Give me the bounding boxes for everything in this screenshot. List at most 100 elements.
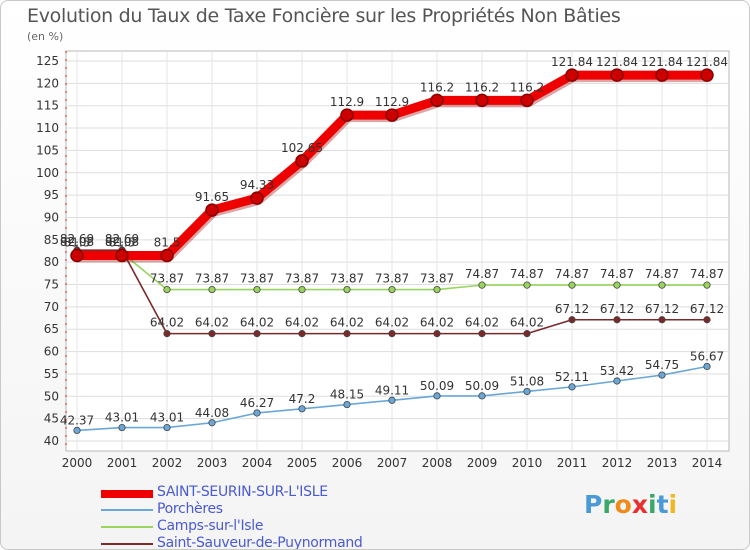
data-point bbox=[340, 108, 354, 122]
y-tick-label: 90 bbox=[44, 210, 59, 224]
chart-subtitle: (en %) bbox=[27, 30, 64, 43]
data-label: 116.2 bbox=[465, 80, 499, 94]
data-point bbox=[208, 330, 216, 338]
data-label: 73.87 bbox=[150, 272, 184, 286]
data-label: 67.12 bbox=[645, 302, 679, 316]
data-label: 74.87 bbox=[510, 267, 544, 281]
data-label: 51.08 bbox=[510, 374, 544, 388]
y-tick-label: 125 bbox=[36, 54, 59, 68]
data-point bbox=[478, 392, 486, 400]
x-tick-label: 2004 bbox=[242, 456, 273, 470]
data-point bbox=[115, 248, 129, 263]
data-label: 44.08 bbox=[195, 406, 229, 420]
logo-letter: x bbox=[631, 490, 648, 519]
legend-swatch-porcheres bbox=[101, 509, 153, 511]
data-point bbox=[703, 316, 711, 324]
logo-letter: P bbox=[584, 490, 603, 519]
data-label: 47.2 bbox=[289, 392, 316, 406]
data-point bbox=[520, 93, 534, 108]
data-point bbox=[205, 203, 219, 217]
data-point bbox=[658, 316, 666, 324]
data-point bbox=[295, 154, 309, 168]
data-point bbox=[208, 419, 216, 427]
data-label: 116.2 bbox=[510, 80, 544, 94]
data-point bbox=[523, 281, 531, 289]
y-tick-label: 40 bbox=[44, 434, 59, 448]
data-point bbox=[250, 191, 264, 205]
data-point bbox=[388, 396, 396, 404]
data-point bbox=[433, 392, 441, 400]
x-tick-label: 2001 bbox=[107, 456, 138, 470]
data-point bbox=[163, 423, 171, 432]
data-label: 54.75 bbox=[645, 358, 679, 372]
y-tick-label: 100 bbox=[36, 166, 59, 180]
data-point bbox=[433, 330, 441, 338]
data-point bbox=[478, 330, 486, 338]
data-point bbox=[658, 281, 666, 289]
data-label: 82.08 bbox=[105, 235, 139, 249]
legend-swatch-saint-seurin bbox=[101, 490, 153, 498]
data-label: 50.09 bbox=[465, 379, 499, 393]
data-point bbox=[253, 330, 261, 338]
x-tick-label: 2012 bbox=[602, 456, 633, 470]
data-label: 64.02 bbox=[240, 316, 274, 330]
data-point bbox=[298, 405, 306, 413]
data-label: 116.2 bbox=[420, 80, 454, 94]
x-tick-label: 2010 bbox=[512, 456, 543, 470]
data-label: 121.84 bbox=[686, 55, 728, 69]
data-point bbox=[565, 68, 579, 82]
legend-label-saint-sauveur: Saint-Sauveur-de-Puynormand bbox=[157, 535, 363, 550]
data-point bbox=[700, 68, 714, 82]
data-point bbox=[253, 409, 261, 417]
data-point bbox=[70, 248, 84, 263]
y-tick-label: 80 bbox=[44, 255, 59, 269]
y-tick-label: 75 bbox=[44, 278, 59, 292]
x-tick-label: 2005 bbox=[287, 456, 318, 470]
data-point bbox=[163, 285, 171, 294]
x-tick-label: 2003 bbox=[197, 456, 228, 470]
legend-swatch-camps bbox=[101, 526, 153, 528]
data-point bbox=[523, 387, 531, 396]
data-point bbox=[478, 281, 486, 289]
data-label: 73.87 bbox=[420, 272, 454, 286]
data-label: 42.37 bbox=[60, 413, 94, 427]
data-point bbox=[388, 330, 396, 338]
data-point bbox=[568, 281, 576, 289]
data-point bbox=[343, 330, 351, 338]
data-label: 43.01 bbox=[150, 411, 184, 425]
logo-letter: o bbox=[614, 490, 632, 519]
data-point bbox=[613, 377, 621, 385]
data-label: 74.87 bbox=[465, 267, 499, 281]
data-label: 74.87 bbox=[600, 267, 634, 281]
x-tick-label: 2011 bbox=[557, 456, 588, 470]
data-point bbox=[385, 108, 399, 122]
data-label: 121.84 bbox=[596, 55, 638, 69]
data-point bbox=[703, 362, 711, 371]
data-label: 46.27 bbox=[240, 396, 274, 410]
y-tick-label: 120 bbox=[36, 76, 59, 90]
data-label: 64.02 bbox=[150, 316, 184, 330]
data-label: 81.5 bbox=[154, 235, 181, 249]
data-label: 112.9 bbox=[375, 95, 409, 109]
y-tick-label: 60 bbox=[44, 345, 59, 359]
logo-letter: i bbox=[668, 490, 678, 519]
data-label: 64.02 bbox=[285, 316, 319, 330]
logo-letter: t bbox=[656, 490, 669, 519]
data-label: 73.87 bbox=[285, 272, 319, 286]
data-label: 81.5 bbox=[109, 235, 136, 249]
data-point bbox=[253, 285, 261, 294]
data-label: 73.87 bbox=[195, 272, 229, 286]
data-label: 74.87 bbox=[555, 267, 589, 281]
data-label: 82.69 bbox=[105, 232, 139, 246]
x-tick-label: 2014 bbox=[692, 456, 723, 470]
data-label: 112.9 bbox=[330, 95, 364, 109]
data-label: 43.01 bbox=[105, 411, 139, 425]
x-tick-label: 2006 bbox=[332, 456, 363, 470]
data-point bbox=[523, 330, 531, 338]
data-point bbox=[430, 93, 444, 108]
data-label: 121.84 bbox=[641, 55, 683, 69]
chart-title: Evolution du Taux de Taxe Foncière sur l… bbox=[27, 5, 621, 27]
x-tick-label: 2002 bbox=[152, 456, 183, 470]
data-point bbox=[160, 248, 174, 263]
data-label: 49.11 bbox=[375, 383, 409, 397]
